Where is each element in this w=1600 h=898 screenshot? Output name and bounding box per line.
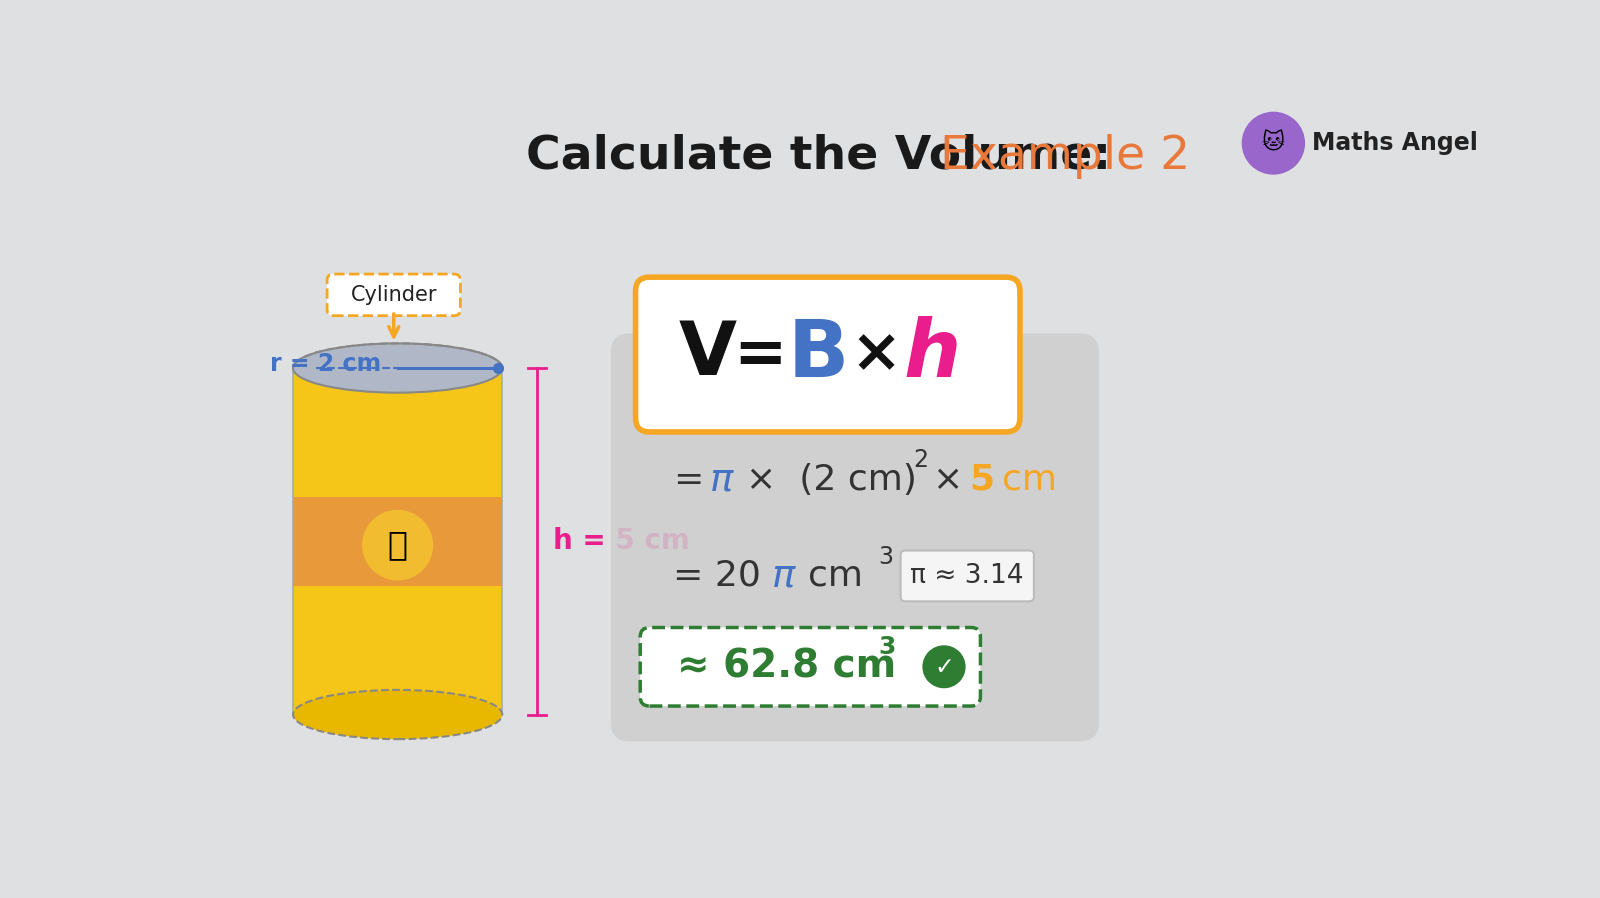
Text: π: π <box>771 557 795 594</box>
FancyBboxPatch shape <box>326 274 461 316</box>
Text: 5: 5 <box>970 462 994 497</box>
FancyBboxPatch shape <box>611 333 1099 742</box>
Text: cm: cm <box>808 559 864 593</box>
Text: Calculate the Volume:: Calculate the Volume: <box>525 134 1110 179</box>
Bar <box>293 368 502 715</box>
Text: h: h <box>904 315 962 393</box>
Ellipse shape <box>293 343 502 392</box>
Text: Cylinder: Cylinder <box>350 285 437 304</box>
Circle shape <box>363 510 432 580</box>
Text: cm: cm <box>1002 462 1058 497</box>
Text: ×: × <box>933 462 963 497</box>
Text: B: B <box>787 315 850 393</box>
Text: 3: 3 <box>878 635 896 659</box>
Text: =: = <box>672 462 702 497</box>
Text: = 20: = 20 <box>672 559 760 593</box>
Text: ✓: ✓ <box>934 655 954 679</box>
Text: 3: 3 <box>878 545 893 568</box>
Text: ×: × <box>850 325 901 384</box>
Text: ≈ 62.8 cm: ≈ 62.8 cm <box>677 647 896 686</box>
Text: Example 2: Example 2 <box>941 134 1190 179</box>
Text: r = 2 cm: r = 2 cm <box>270 352 381 376</box>
Circle shape <box>1242 112 1304 174</box>
Circle shape <box>923 646 965 688</box>
Text: 🐱: 🐱 <box>1262 133 1285 154</box>
Text: h = 5 cm: h = 5 cm <box>552 527 690 555</box>
FancyBboxPatch shape <box>635 277 1019 432</box>
Text: V: V <box>678 318 736 391</box>
Text: =: = <box>733 323 786 385</box>
Text: Maths Angel: Maths Angel <box>1312 131 1478 155</box>
Text: π: π <box>710 461 733 498</box>
Text: π ≈ 3.14: π ≈ 3.14 <box>910 563 1024 589</box>
Text: 🐾: 🐾 <box>387 529 408 561</box>
FancyBboxPatch shape <box>640 628 981 706</box>
Bar <box>293 497 502 585</box>
Text: 2: 2 <box>914 448 928 472</box>
FancyBboxPatch shape <box>901 550 1034 602</box>
Ellipse shape <box>293 690 502 739</box>
Text: ×  (2 cm): × (2 cm) <box>746 462 917 497</box>
